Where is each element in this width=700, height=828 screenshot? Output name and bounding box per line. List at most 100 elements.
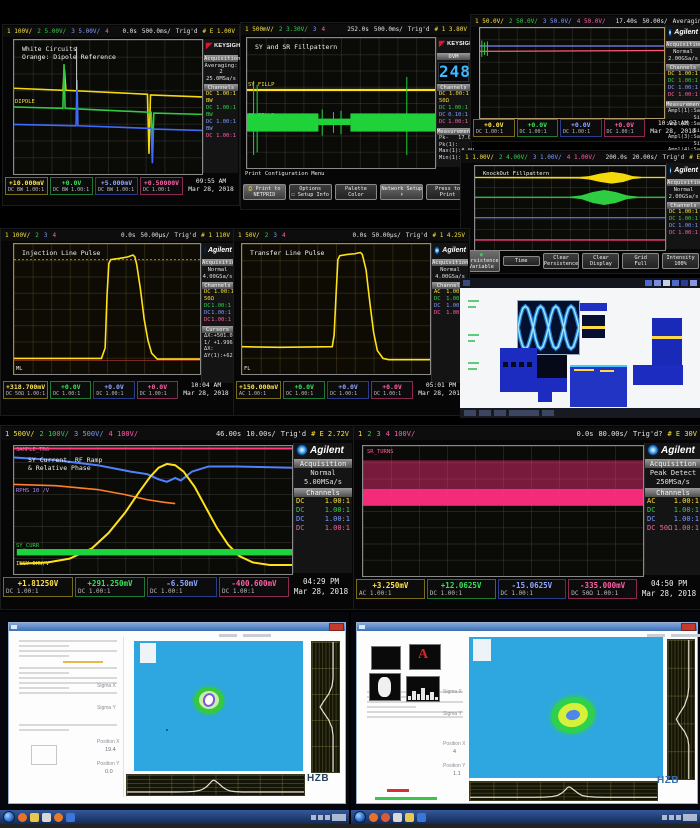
- firefox-icon[interactable]: [369, 812, 378, 822]
- agilent-logo: Agilent: [666, 25, 700, 39]
- scope-a-channel-bar: 1 100V/ 2 5.00V/ 3 5.00V/ 4 0.0s 500.0ms…: [3, 26, 239, 37]
- thumbnail-red-a[interactable]: A: [409, 644, 441, 670]
- scope-d-channel-bar: 1 1.00V/ 2 4.00V/ 3 1.00V/ 4 1.00V/ 200.…: [461, 152, 700, 163]
- thumbnail-blob[interactable]: [369, 673, 401, 701]
- window-titlebar[interactable]: [357, 623, 697, 631]
- options-button[interactable]: Options ☐ Setup Info: [288, 184, 332, 200]
- trace-label-sample-trg: SAMPLE_TRG: [16, 447, 50, 453]
- meas-cell-ch4: +0.50000V DC 1.00:1: [140, 177, 183, 195]
- window-icon: [359, 625, 365, 629]
- ch4-scale: 4: [105, 28, 109, 35]
- overlay-tab: [473, 639, 491, 661]
- scope-c-measurement-row: +0.0V DC 1.00:1 +0.0V DC 1.00:1 +0.0V DC 1.…: [473, 119, 699, 137]
- image-box[interactable]: [31, 745, 57, 765]
- position-x-label: Position X: [443, 741, 466, 747]
- dvm-readout: 248: [438, 62, 471, 82]
- beam-image-2[interactable]: [469, 637, 663, 778]
- print-to-button[interactable]: ⎙ Print to NETPRID: [243, 184, 286, 200]
- spectrogram-tile[interactable]: [500, 348, 537, 392]
- scope-e-sidebar: Agilent Acquisition Normal 4.00GSa/s Cha…: [201, 243, 255, 383]
- position-y-label: Position Y: [97, 761, 120, 767]
- scope-h-channel-bar: 1 2 3 4 100V/ 0.0s 80.00s/ Trig'd? # E 3…: [354, 427, 700, 440]
- system-tray[interactable]: [662, 813, 697, 821]
- agilent-logo: Agilent: [645, 443, 700, 457]
- keysight-spark-icon: ◤: [206, 41, 213, 50]
- menu-bar[interactable]: [219, 634, 271, 637]
- red-indicator: [387, 789, 409, 792]
- scope-d-waveform-area: KnockOut Fillpattern: [474, 165, 666, 251]
- spectrogram-tile[interactable]: [580, 303, 607, 311]
- spectrogram-tile[interactable]: [633, 365, 683, 385]
- firefox-icon[interactable]: [18, 812, 27, 822]
- beam-app-window-2: A Sigma X Sigma Y Position X 4 Position …: [356, 622, 700, 804]
- thumbnail-histogram[interactable]: [406, 676, 440, 702]
- scope-e-channel-bar: 1 100V/ 2 3 4 0.0s 50.00µs/ Trig'd # 1 1…: [1, 230, 234, 241]
- scope-f-channel-bar: 1 50V/ 2 3 4 0.0s 50.00µs/ Trig'd # 1 4.…: [234, 230, 469, 241]
- close-button[interactable]: [329, 623, 344, 631]
- window-icon[interactable]: [393, 812, 402, 822]
- spectrogram-tile[interactable]: [538, 385, 552, 402]
- horizontal-profile-2: [469, 781, 658, 801]
- scope-h-sidebar: Agilent Acquisition Peak Detect 250MSa/s…: [644, 443, 700, 575]
- scope-sr-turns: 1 2 3 4 100V/ 0.0s 80.00s/ Trig'd? # E 3…: [353, 425, 700, 610]
- start-button[interactable]: [354, 811, 366, 823]
- window-titlebar[interactable]: [9, 623, 345, 631]
- horizontal-profile-1: [126, 774, 305, 796]
- app-icon[interactable]: [54, 812, 63, 822]
- scope-d-sidebar: Agilent Acquisition Normal 2.00GSa/s Cha…: [666, 163, 700, 249]
- folder-icon[interactable]: [405, 812, 414, 822]
- spectrogram-tile[interactable]: [570, 365, 627, 407]
- scope-g-channel-bar: 1 500V/ 2 100V/ 3 500V/ 4 100V/ 46.00s 1…: [1, 427, 353, 440]
- grid-button[interactable]: Grid Full: [622, 253, 660, 269]
- beam-streak: [574, 369, 594, 371]
- scope-knockout: 1 1.00V/ 2 4.00V/ 3 1.00V/ 4 1.00V/ 200.…: [460, 150, 700, 274]
- window-icon: [463, 280, 470, 286]
- trace-label-rphs: RPHS 10 /V: [16, 488, 50, 495]
- keysight-logo: ◤ KEYSIGHT: [206, 41, 244, 50]
- scope-transfer-pulse: 1 50V/ 2 3 4 0.0s 50.00µs/ Trig'd # 1 4.…: [233, 228, 470, 416]
- w-app-icon[interactable]: [66, 812, 75, 822]
- spectrogram-tile[interactable]: [582, 315, 605, 338]
- palette-button[interactable]: Palette Color: [334, 184, 378, 200]
- intensity-button[interactable]: Intensity 100%: [662, 253, 699, 269]
- scope-g-clock: 04:29 PM Mar 28, 2018: [293, 577, 349, 596]
- network-setup-button[interactable]: Network Setup ⬇: [380, 184, 424, 200]
- thumbnail-dark[interactable]: [371, 646, 401, 670]
- control-panel: A: [361, 637, 470, 800]
- agilent-orb-icon: [434, 245, 441, 255]
- spectrogram-taskbar[interactable]: [460, 408, 700, 418]
- spectrogram-tile[interactable]: [537, 355, 567, 378]
- clear-persistence-button[interactable]: Clear Persistence: [542, 253, 580, 269]
- eye-diagram[interactable]: [517, 300, 580, 355]
- window-icon[interactable]: [42, 812, 51, 822]
- menu-bar[interactable]: [647, 634, 700, 637]
- trace-label-sy-curr: SY_CURR: [16, 543, 40, 550]
- dvm-header: DVM: [437, 53, 470, 60]
- clear-display-button[interactable]: Clear Display: [582, 253, 620, 269]
- taskbar-2[interactable]: [351, 810, 700, 824]
- scope-white-circuits: 1 100V/ 2 5.00V/ 3 5.00V/ 4 0.0s 500.0ms…: [2, 24, 244, 206]
- scope-e-measurement-row: +318.700mV DC 50Ω 1.00:1 +0.0V DC 1.00:1 +…: [3, 381, 232, 399]
- time-button[interactable]: Time: [502, 256, 540, 266]
- taskbar-1[interactable]: [0, 810, 349, 824]
- scope-c-clock: 10:27 AM Mar 28, 2018: [650, 120, 696, 135]
- w-app-icon[interactable]: [417, 812, 426, 822]
- start-button[interactable]: [3, 811, 15, 823]
- app-icon[interactable]: [381, 812, 390, 822]
- spectrogram-titlebar: [460, 278, 700, 288]
- trig-source: # E 1.00V: [202, 28, 235, 35]
- control-panel: [13, 637, 124, 797]
- position-y-value: 1.1: [453, 771, 461, 777]
- beam-app-window-1: Sigma X Sigma Y Position X 19.4 Position…: [8, 622, 346, 804]
- agilent-logo: Agilent: [294, 443, 352, 457]
- scope-h-measurement-row: +3.250mV AC 1.00:1 +12.0625V DC 1.00:1 -15…: [356, 579, 699, 599]
- folder-icon[interactable]: [30, 812, 39, 822]
- scope-a-measurement-row: +10.000mV DC BW 1.00:1 +0.0V DC BW 1.00:1 …: [5, 177, 237, 195]
- scope-e-title: Injection Line Pulse: [22, 249, 101, 257]
- system-tray[interactable]: [311, 813, 346, 821]
- scope-d-waveform: [475, 171, 665, 250]
- close-button[interactable]: [681, 623, 696, 631]
- beam-image-1[interactable]: [134, 641, 303, 771]
- scope-a-waveform-area: White Circuits Orange: Dipole Reference …: [13, 39, 203, 175]
